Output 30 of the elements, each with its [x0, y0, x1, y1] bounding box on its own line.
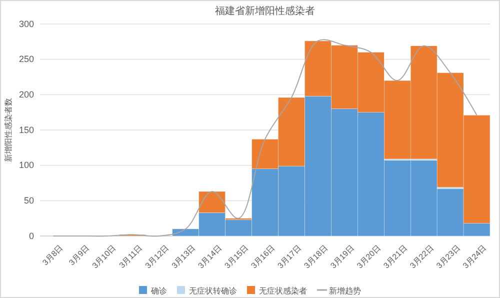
- x-tick-label: 3月17日: [276, 243, 304, 270]
- y-tick-label: 150: [18, 124, 34, 135]
- x-tick-label: 3月10日: [90, 243, 118, 270]
- y-tick-label: 50: [24, 196, 34, 206]
- x-tick-label: 3月12日: [144, 243, 171, 270]
- legend-label: 无症状感染者: [259, 286, 307, 296]
- x-tick-label: 3月20日: [355, 243, 382, 270]
- legend-label: 无症状转确诊: [189, 286, 237, 296]
- x-tick-label: 3月23日: [434, 243, 462, 270]
- y-tick-label: 300: [18, 18, 34, 29]
- x-tick-label: 3月9日: [67, 243, 92, 268]
- chart-title: 福建省新增阳性感染者: [215, 5, 315, 17]
- x-tick-label: 3月14日: [196, 243, 224, 270]
- y-tick-label: 200: [18, 90, 34, 100]
- x-tick-label: 3月16日: [249, 243, 277, 270]
- x-tick-label: 3月21日: [382, 243, 409, 270]
- x-tick-label: 3月19日: [328, 243, 356, 270]
- legend-label: 新增趋势: [329, 286, 361, 296]
- x-tick-label: 3月24日: [461, 243, 488, 270]
- y-axis-title: 新增阳性感染者数: [4, 98, 13, 162]
- legend-label: 确诊: [150, 286, 167, 296]
- x-tick-label: 3月11日: [117, 243, 144, 270]
- x-tick-label: 3月15日: [222, 243, 250, 270]
- x-tick-label: 3月18日: [302, 243, 330, 270]
- y-tick-label: 0: [28, 230, 34, 241]
- x-tick-label: 3月13日: [170, 243, 198, 270]
- y-tick-label: 250: [18, 54, 34, 64]
- x-tick-label: 3月8日: [40, 243, 65, 268]
- y-tick-label: 100: [18, 160, 34, 170]
- x-tick-label: 3月22日: [408, 243, 436, 270]
